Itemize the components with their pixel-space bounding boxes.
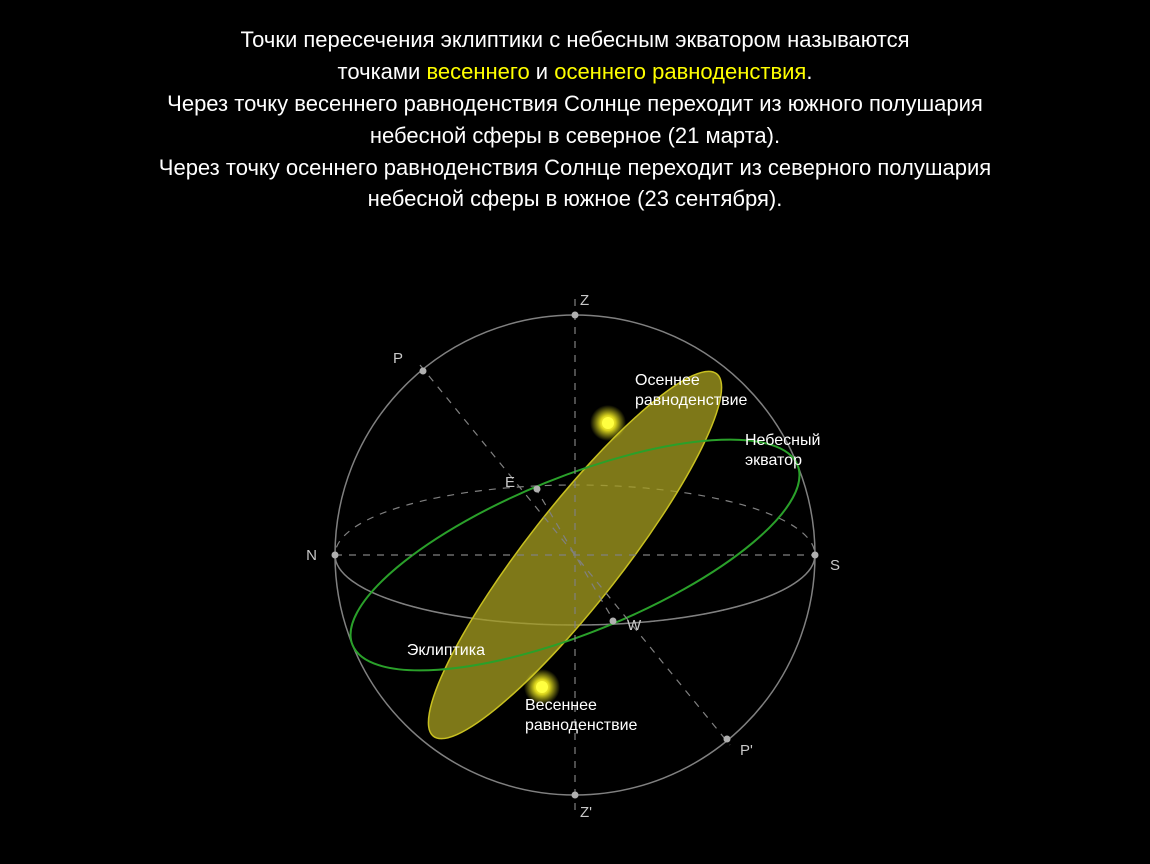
slide: Точки пересечения эклиптики с небесным э… [0, 0, 1150, 864]
label-e: E [505, 474, 515, 491]
label-z: Z [580, 292, 589, 309]
text-line-2-end: . [806, 59, 812, 84]
sun-autumn [602, 417, 614, 429]
celestial-sphere-diagram: Z Z' N S P P' E W Осеннее равноденствие … [275, 255, 875, 855]
label-s: S [830, 557, 840, 574]
label-zp: Z' [580, 804, 592, 821]
point-pp [724, 736, 731, 743]
label-spring-1: Весеннее [525, 697, 597, 714]
label-spring-2: равноденствие [525, 717, 638, 734]
label-pp: P' [740, 742, 753, 759]
label-p: P [393, 350, 403, 367]
text-highlight-autumn: осеннего равноденствия [554, 59, 806, 84]
point-w [610, 618, 617, 625]
label-equator-1: Небесный [745, 432, 820, 449]
sun-spring [536, 681, 548, 693]
point-zp [572, 792, 579, 799]
text-line-4: небесной сферы в северное (21 марта). [370, 123, 780, 148]
text-line-2a: точками [338, 59, 427, 84]
point-n [332, 552, 339, 559]
point-e [534, 486, 541, 493]
label-autumn-1: Осеннее [635, 372, 700, 389]
point-s [812, 552, 819, 559]
label-autumn-2: равноденствие [635, 392, 748, 409]
text-line-6: небесной сферы в южное (23 сентября). [368, 186, 783, 211]
label-ecliptic: Эклиптика [407, 642, 485, 659]
label-equator-2: экватор [745, 452, 802, 469]
label-n: N [306, 547, 317, 564]
text-line-5: Через точку осеннего равноденствия Солнц… [159, 155, 991, 180]
text-line-3: Через точку весеннего равноденствия Солн… [167, 91, 983, 116]
text-line-1: Точки пересечения эклиптики с небесным э… [240, 27, 909, 52]
point-z [572, 312, 579, 319]
text-highlight-spring: весеннего [426, 59, 529, 84]
slide-text: Точки пересечения эклиптики с небесным э… [0, 24, 1150, 215]
text-line-2-mid: и [530, 59, 555, 84]
label-w: W [627, 617, 642, 634]
point-p [420, 368, 427, 375]
